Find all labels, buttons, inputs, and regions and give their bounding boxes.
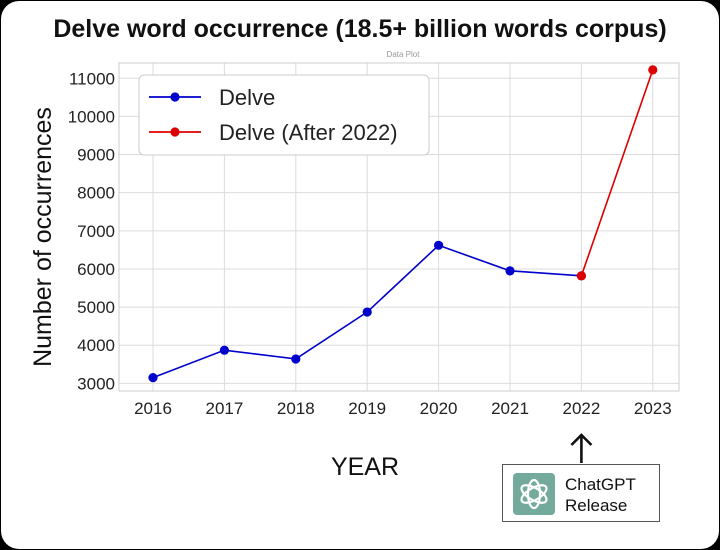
y-tick-label: 6000	[77, 260, 115, 279]
arrow-head	[570, 433, 593, 446]
x-axis-label: YEAR	[331, 453, 399, 481]
y-tick-labels: 3000 4000 5000 6000 7000 8000 9000 10000 11000	[68, 69, 115, 393]
x-tick-label: 2017	[205, 399, 243, 418]
y-tick-label: 3000	[77, 374, 115, 393]
x-tick-label: 2021	[491, 399, 529, 418]
legend: Delve Delve (After 2022)	[138, 74, 430, 156]
x-tick-label: 2023	[634, 399, 672, 418]
y-tick-label: 4000	[77, 336, 115, 355]
data-point	[505, 266, 515, 276]
x-tick-label: 2018	[277, 399, 315, 418]
annotation-line2: Release	[565, 496, 628, 515]
y-tick-label: 9000	[77, 146, 115, 165]
x-tick-label: 2020	[420, 399, 458, 418]
legend-label: Delve	[219, 85, 275, 110]
data-point	[219, 345, 229, 355]
chatgpt-logo-icon	[513, 473, 555, 515]
y-axis-label: Number of occurrences	[29, 107, 57, 367]
series-lines	[148, 65, 658, 383]
data-point	[148, 373, 158, 383]
legend-swatch-marker	[170, 92, 180, 102]
x-tick-labels: 2016 2017 2018 2019 2020 2021 2022 2023	[134, 399, 672, 418]
legend-box	[138, 74, 430, 156]
legend-label: Delve (After 2022)	[219, 120, 398, 145]
plot-frame	[118, 62, 680, 392]
y-tick-label: 8000	[77, 184, 115, 203]
data-point	[434, 240, 444, 250]
chatgpt-release-annotation: ChatGPT Release	[502, 464, 660, 522]
chart-title: Delve word occurrence (18.5+ billion wor…	[53, 15, 667, 43]
faint-subtitle: Data Plot	[387, 50, 421, 59]
data-point	[362, 307, 372, 317]
y-tick-label: 7000	[77, 222, 115, 241]
legend-swatch-marker	[170, 127, 180, 137]
x-tick-label: 2022	[562, 399, 600, 418]
y-tick-label: 5000	[77, 298, 115, 317]
data-point	[648, 65, 658, 75]
up-arrow-icon	[570, 433, 593, 463]
y-tick-label: 11000	[69, 69, 115, 88]
data-point	[291, 354, 301, 364]
annotation-text: ChatGPT Release	[565, 474, 636, 516]
annotation-line1: ChatGPT	[565, 475, 636, 494]
x-tick-label: 2019	[348, 399, 386, 418]
y-tick-label: 10000	[68, 107, 115, 126]
x-tick-label: 2016	[134, 399, 172, 418]
series-line-delve-after-2022	[580, 69, 654, 277]
data-point	[576, 271, 587, 281]
